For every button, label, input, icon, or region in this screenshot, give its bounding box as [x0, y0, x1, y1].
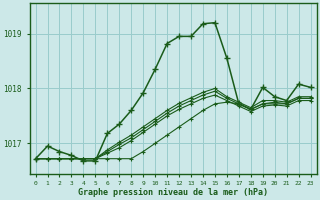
- X-axis label: Graphe pression niveau de la mer (hPa): Graphe pression niveau de la mer (hPa): [78, 188, 268, 197]
